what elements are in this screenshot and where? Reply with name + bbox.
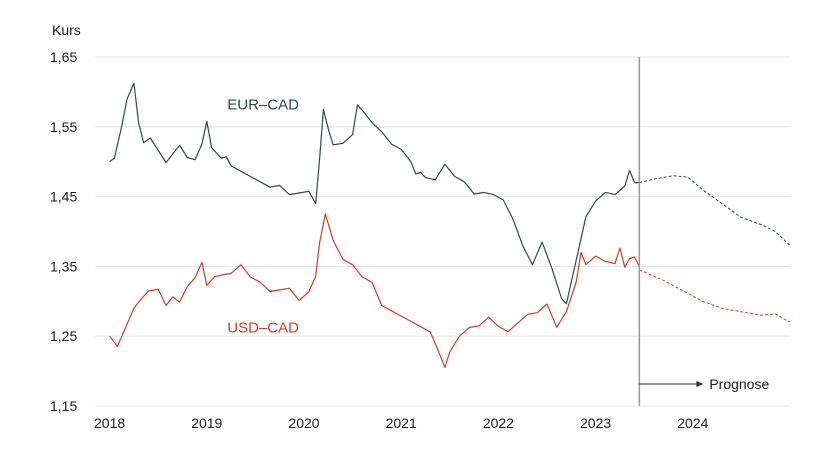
forecast-arrow-head [696, 381, 704, 387]
y-tick-label: 1,25 [50, 328, 77, 344]
series-label: EUR–CAD [227, 96, 299, 113]
y-tick-label: 1,45 [50, 189, 77, 205]
forecast-marker: Prognose [638, 57, 769, 406]
series-labels: EUR–CAD USD–CAD [227, 96, 299, 336]
y-ticks: 1,15 1,25 1,35 1,45 1,55 1,65 [50, 49, 77, 414]
y-tick-label: 1,35 [50, 258, 77, 274]
series-line [109, 82, 640, 305]
forecast-label: Prognose [709, 376, 769, 392]
series-line [639, 269, 791, 323]
series-line [109, 213, 640, 369]
x-ticks: 2018 2019 2020 2021 2022 2023 2024 [94, 415, 709, 431]
series-label: USD–CAD [227, 320, 299, 337]
x-tick-label: 2019 [191, 415, 222, 431]
y-axis-label: Kurs [52, 22, 81, 38]
x-tick-label: 2022 [483, 415, 514, 431]
x-tick-label: 2021 [386, 415, 417, 431]
series-lines [109, 82, 791, 369]
x-tick-label: 2018 [94, 415, 125, 431]
series-line [639, 175, 791, 246]
y-tick-label: 1,65 [50, 49, 77, 65]
x-tick-label: 2024 [677, 415, 708, 431]
x-tick-label: 2020 [288, 415, 319, 431]
grid [95, 56, 790, 407]
y-tick-label: 1,55 [50, 119, 77, 135]
x-tick-label: 2023 [580, 415, 611, 431]
y-tick-label: 1,15 [50, 398, 77, 414]
